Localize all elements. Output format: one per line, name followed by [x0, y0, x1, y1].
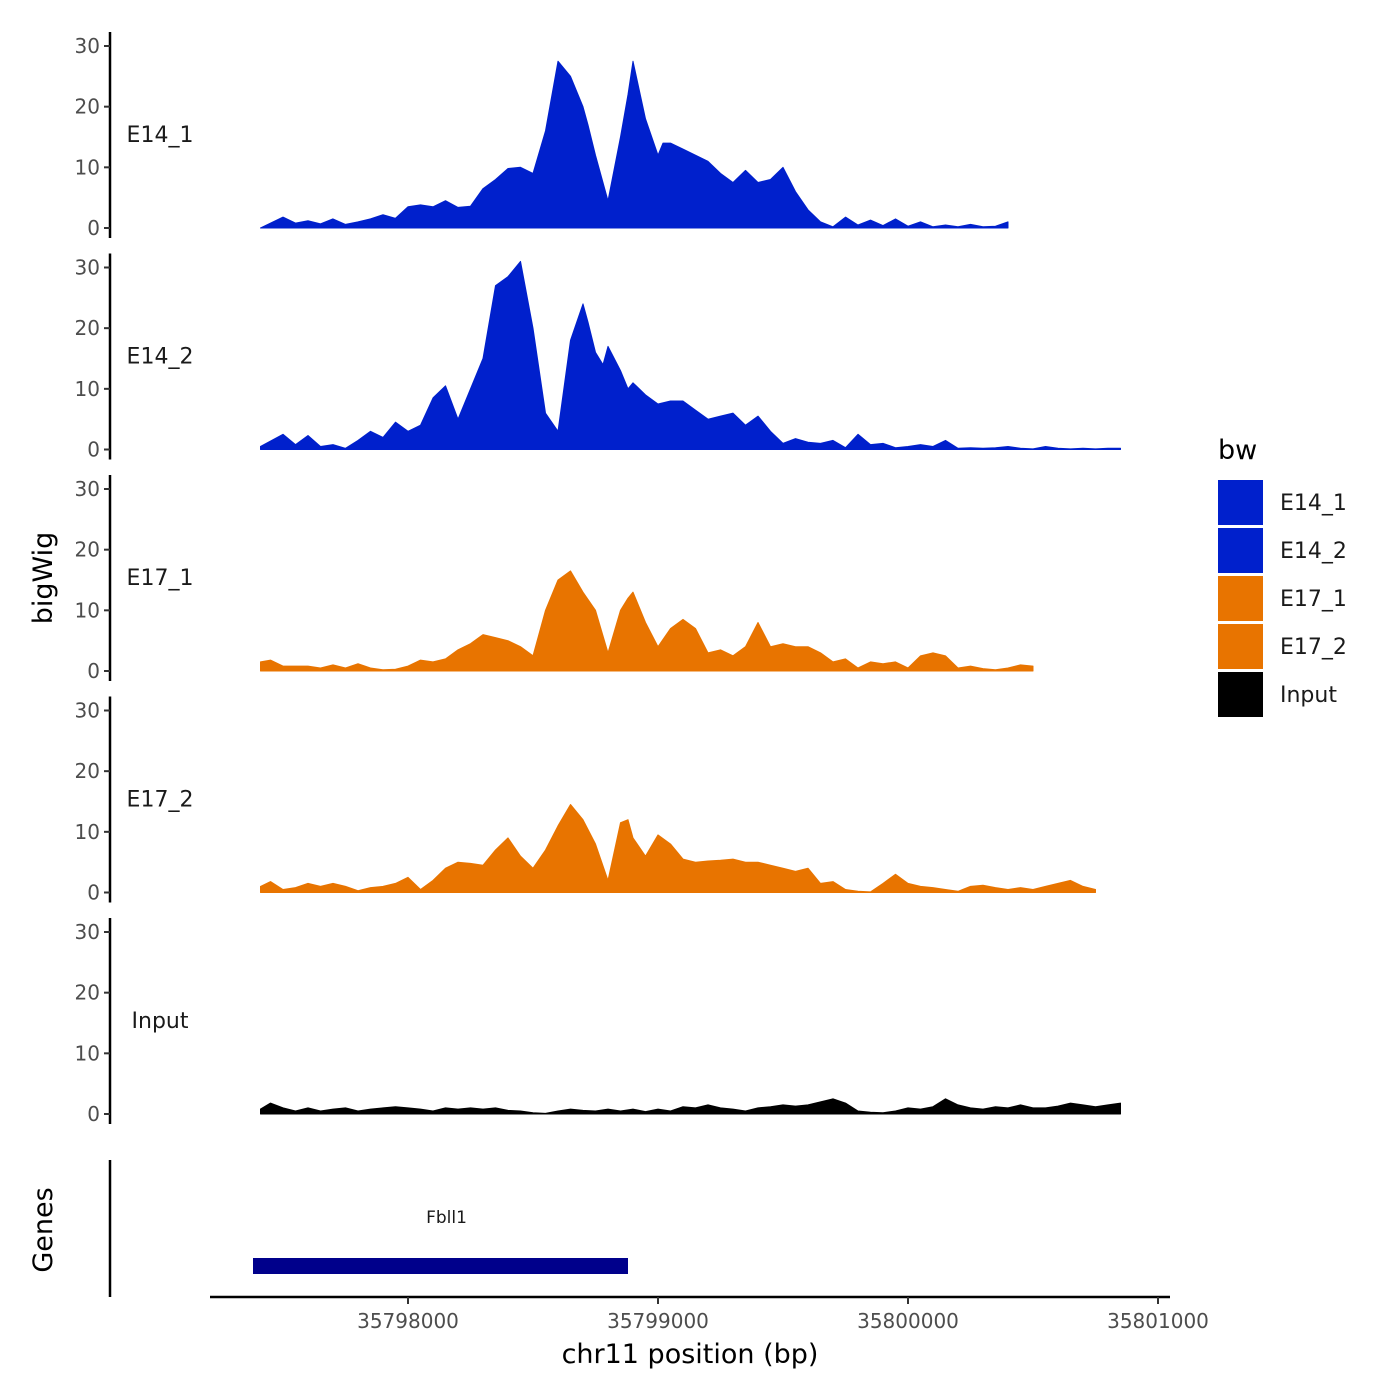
x-tick-label: 35800000: [857, 1309, 959, 1333]
legend: E14_1 E14_2 E17_1 E17_2 Input: [1218, 480, 1347, 717]
y-tick-label: 10: [75, 155, 100, 179]
x-tick-label: 35798000: [357, 1309, 459, 1333]
y-axis-title: bigWig: [28, 532, 59, 625]
y-tick-label: 30: [75, 256, 100, 280]
gene-bar: [253, 1258, 628, 1274]
x-tick-label: 35799000: [607, 1309, 709, 1333]
x-axis-title: chr11 position (bp): [562, 1339, 819, 1370]
y-tick-label: 30: [75, 34, 100, 58]
area-E14_2: [260, 260, 1121, 450]
x-axis: 35798000 35799000 35800000 35801000: [210, 1295, 1209, 1333]
y-tick-label: 0: [87, 659, 100, 683]
track-panels: 0 10 20 30 E14_1 0 10 20 30 E14_2 0 10 20 30 E17_1 0 10 2…: [75, 32, 1121, 1126]
legend-swatch: [1218, 480, 1263, 525]
area-E14_1: [260, 60, 1009, 229]
area-E17_1: [260, 570, 1034, 672]
legend-label: E17_2: [1280, 635, 1347, 660]
y-tick-label: 0: [87, 1102, 100, 1126]
track-Input: 0 10 20 30 Input: [75, 918, 1121, 1126]
track-E17_2: 0 10 20 30 E17_2: [75, 696, 1096, 905]
y-tick-label: 10: [75, 1041, 100, 1065]
y-tick-label: 20: [75, 759, 100, 783]
area-E17_2: [260, 804, 1096, 893]
y-tick-label: 0: [87, 881, 100, 905]
track-label: Input: [132, 1009, 189, 1034]
legend-swatch: [1218, 624, 1263, 669]
y-tick-label: 0: [87, 438, 100, 462]
y-tick-label: 10: [75, 598, 100, 622]
legend-label: E14_1: [1280, 491, 1347, 516]
gene-panel: Fbll1: [108, 1160, 628, 1297]
track-label: E14_2: [127, 345, 194, 370]
track-label: E17_2: [127, 788, 194, 813]
gene-label: Fbll1: [426, 1208, 467, 1228]
y-tick-label: 10: [75, 377, 100, 401]
legend-swatch: [1218, 576, 1263, 621]
legend-title: bw: [1218, 435, 1257, 466]
track-label: E17_1: [127, 566, 194, 591]
gene-axis-title: Genes: [28, 1187, 59, 1272]
y-tick-label: 0: [87, 216, 100, 240]
y-tick-label: 20: [75, 981, 100, 1005]
legend-label: Input: [1280, 683, 1337, 708]
legend-swatch: [1218, 528, 1263, 573]
track-E14_1: 0 10 20 30 E14_1: [75, 32, 1009, 240]
legend-label: E14_2: [1280, 539, 1347, 564]
y-tick-label: 30: [75, 920, 100, 944]
y-tick-label: 30: [75, 477, 100, 501]
y-tick-label: 30: [75, 699, 100, 723]
legend-swatch: [1218, 672, 1263, 717]
y-tick-label: 20: [75, 95, 100, 119]
x-tick-label: 35801000: [1107, 1309, 1209, 1333]
y-tick-label: 10: [75, 820, 100, 844]
track-E17_1: 0 10 20 30 E17_1: [75, 475, 1034, 683]
y-tick-label: 20: [75, 538, 100, 562]
track-label: E14_1: [127, 123, 194, 148]
y-tick-label: 20: [75, 316, 100, 340]
area-Input: [260, 1098, 1121, 1115]
track-E14_2: 0 10 20 30 E14_2: [75, 253, 1121, 462]
legend-label: E17_1: [1280, 587, 1347, 612]
